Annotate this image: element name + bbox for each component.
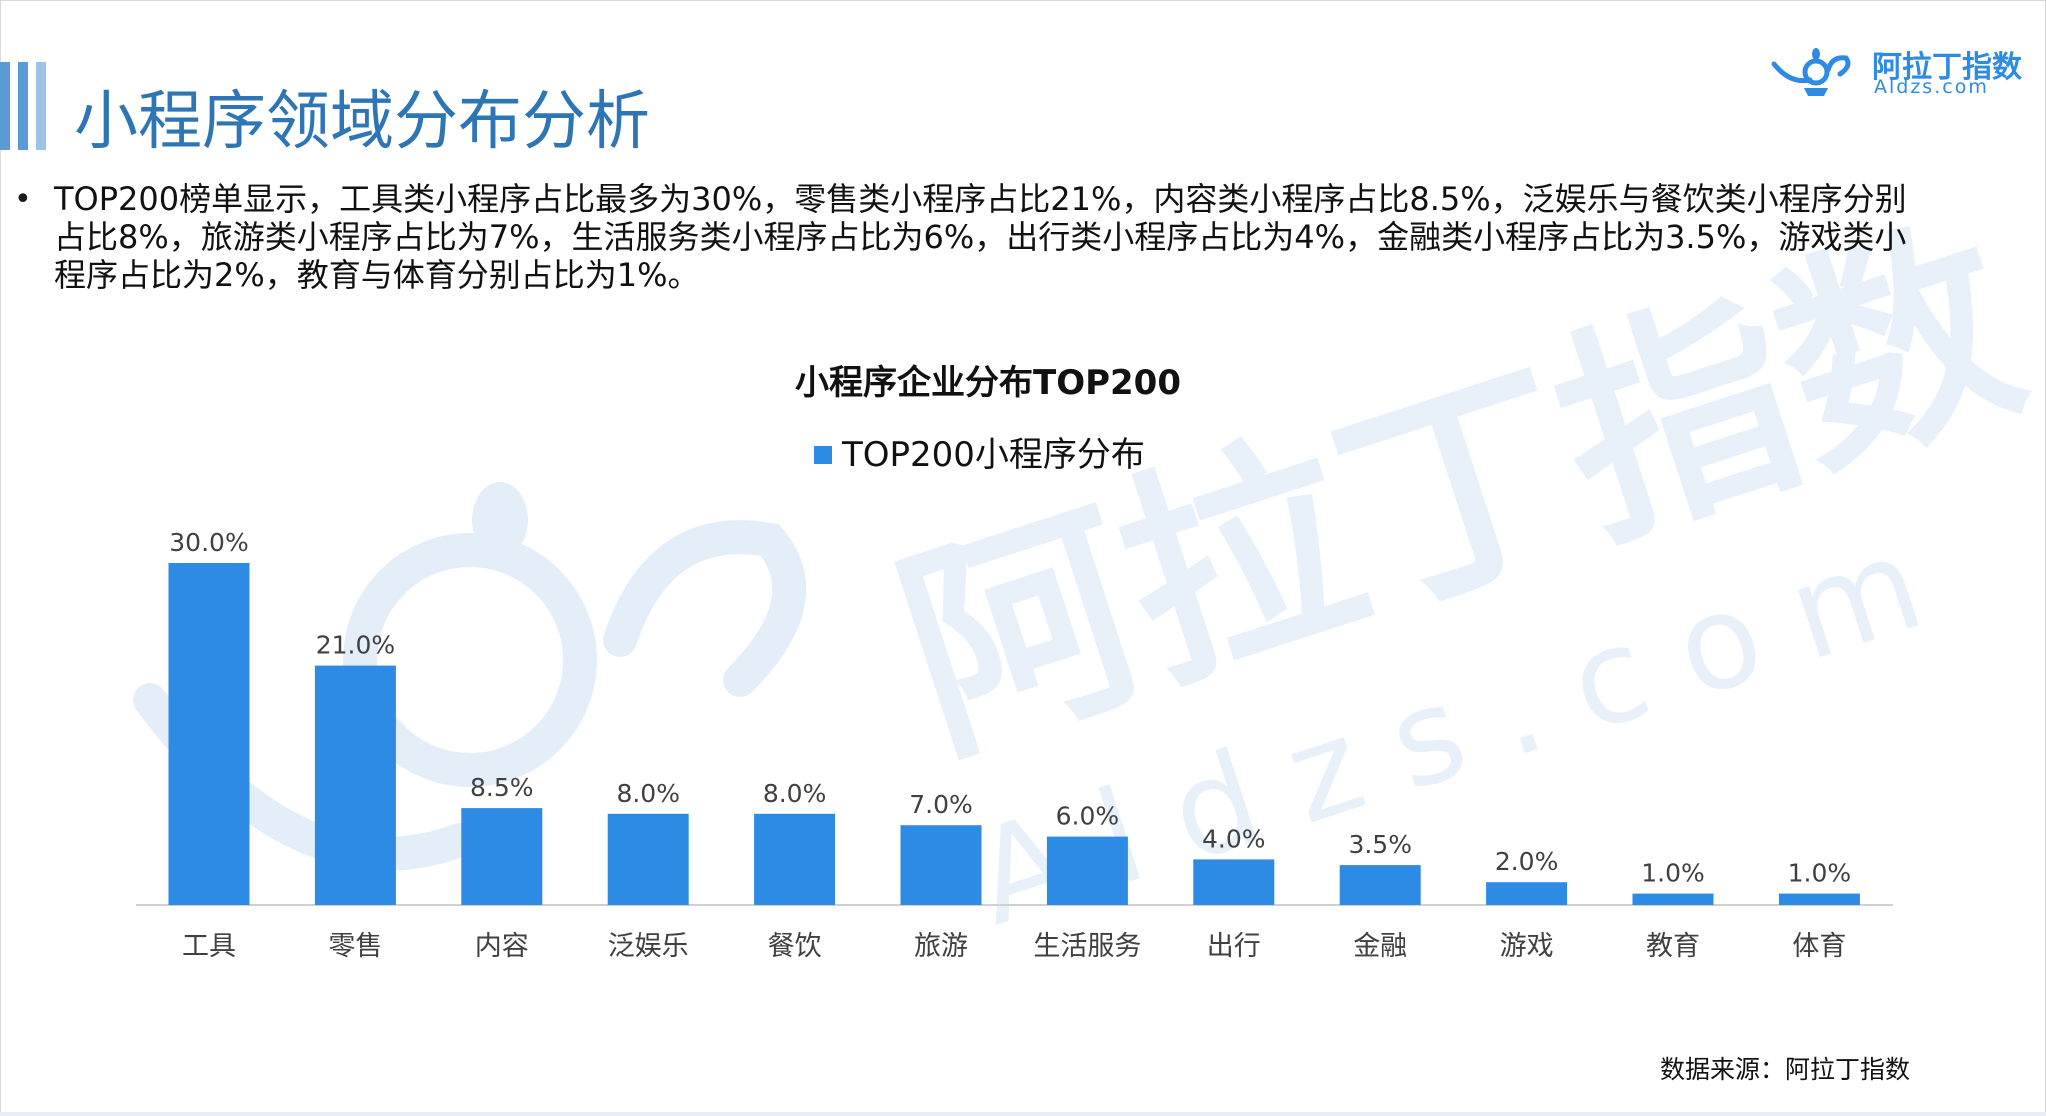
logo-name: 阿拉丁指数 bbox=[1872, 50, 2022, 85]
x-tick-label: 零售 bbox=[328, 931, 382, 962]
x-tick-label: 体育 bbox=[1792, 931, 1846, 962]
data-label: 4.0% bbox=[1202, 824, 1266, 853]
x-tick-label: 生活服务 bbox=[1033, 931, 1141, 962]
bar-游戏 bbox=[1486, 882, 1568, 905]
chart-title: 小程序企业分布TOP200 bbox=[795, 363, 1181, 403]
legend-label: TOP200小程序分布 bbox=[841, 435, 1145, 475]
data-label: 7.0% bbox=[909, 790, 973, 819]
bottom-rule bbox=[0, 1112, 2046, 1116]
x-tick-label: 泛娱乐 bbox=[608, 931, 689, 962]
bar-生活服务 bbox=[1046, 836, 1128, 905]
data-label: 30.0% bbox=[169, 528, 248, 557]
bar-内容 bbox=[461, 808, 543, 905]
x-tick-label: 内容 bbox=[475, 931, 529, 962]
data-label: 8.5% bbox=[470, 773, 534, 802]
brand-logo: 阿拉丁指数 Aldzs.com bbox=[1770, 42, 2022, 102]
accent-bar bbox=[36, 62, 46, 150]
data-label: 21.0% bbox=[316, 631, 395, 660]
bar-泛娱乐 bbox=[607, 813, 689, 905]
x-tick-label: 教育 bbox=[1646, 931, 1700, 962]
bar-工具 bbox=[168, 563, 250, 905]
data-label: 1.0% bbox=[1788, 859, 1852, 888]
x-tick-label: 餐饮 bbox=[768, 931, 822, 962]
data-label: 1.0% bbox=[1641, 859, 1705, 888]
bar-出行 bbox=[1193, 859, 1275, 905]
accent-bar bbox=[0, 62, 10, 150]
x-tick-label: 游戏 bbox=[1500, 931, 1554, 962]
page-title: 小程序领域分布分析 bbox=[74, 85, 650, 159]
data-label: 8.0% bbox=[763, 779, 827, 808]
bar-餐饮 bbox=[754, 813, 836, 905]
data-source: 数据来源：阿拉丁指数 bbox=[1660, 1055, 1911, 1084]
data-label: 6.0% bbox=[1056, 802, 1120, 831]
bar-金融 bbox=[1339, 865, 1421, 905]
lamp-logo-icon bbox=[1771, 48, 1851, 96]
logo-url: Aldzs.com bbox=[1874, 76, 1989, 98]
data-label: 8.0% bbox=[616, 779, 680, 808]
bar-教育 bbox=[1632, 893, 1714, 905]
bullet-dot-icon: • bbox=[14, 182, 32, 217]
legend-swatch bbox=[814, 446, 832, 464]
data-label: 2.0% bbox=[1495, 847, 1559, 876]
x-tick-label: 金融 bbox=[1353, 931, 1407, 962]
accent-bar bbox=[18, 62, 28, 150]
bar-体育 bbox=[1778, 893, 1860, 905]
x-tick-label: 工具 bbox=[182, 931, 236, 962]
x-tick-label: 旅游 bbox=[914, 931, 968, 962]
data-label: 3.5% bbox=[1348, 830, 1412, 859]
summary-text: TOP200榜单显示，工具类小程序占比最多为30%，零售类小程序占比21%，内容… bbox=[54, 180, 1907, 294]
x-tick-label: 出行 bbox=[1207, 931, 1261, 962]
bar-零售 bbox=[314, 665, 396, 905]
bar-旅游 bbox=[900, 825, 982, 905]
